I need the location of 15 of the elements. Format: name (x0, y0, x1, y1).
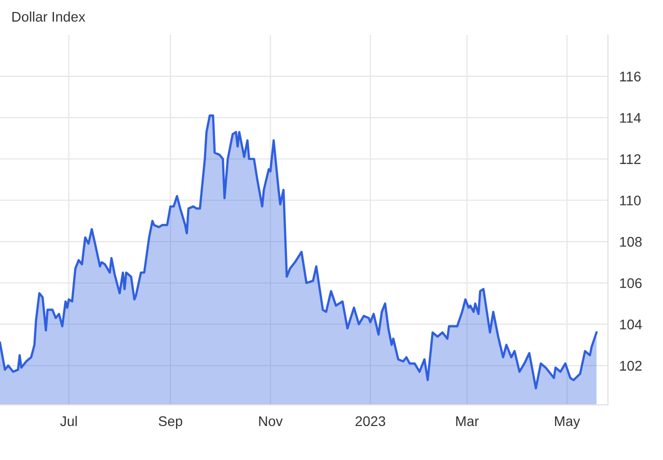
y-tick-label: 116 (620, 72, 641, 82)
x-tick-label: Jul (60, 416, 77, 426)
x-tick-label: Nov (259, 416, 283, 426)
y-tick-label: 114 (620, 113, 641, 123)
chart-title: Dollar Index (12, 12, 86, 22)
y-tick-label: 104 (620, 320, 642, 330)
x-tick-label: 2023 (356, 416, 386, 426)
y-tick-label: 112 (620, 154, 641, 164)
x-tick-label: Sep (158, 416, 182, 429)
y-tick-label: 102 (620, 360, 642, 371)
y-tick-label: 108 (620, 236, 642, 247)
x-tick-label: Mar (456, 416, 479, 426)
x-tick-label: May (555, 416, 580, 429)
y-tick-label: 110 (620, 196, 641, 206)
y-tick-label: 106 (620, 278, 642, 288)
